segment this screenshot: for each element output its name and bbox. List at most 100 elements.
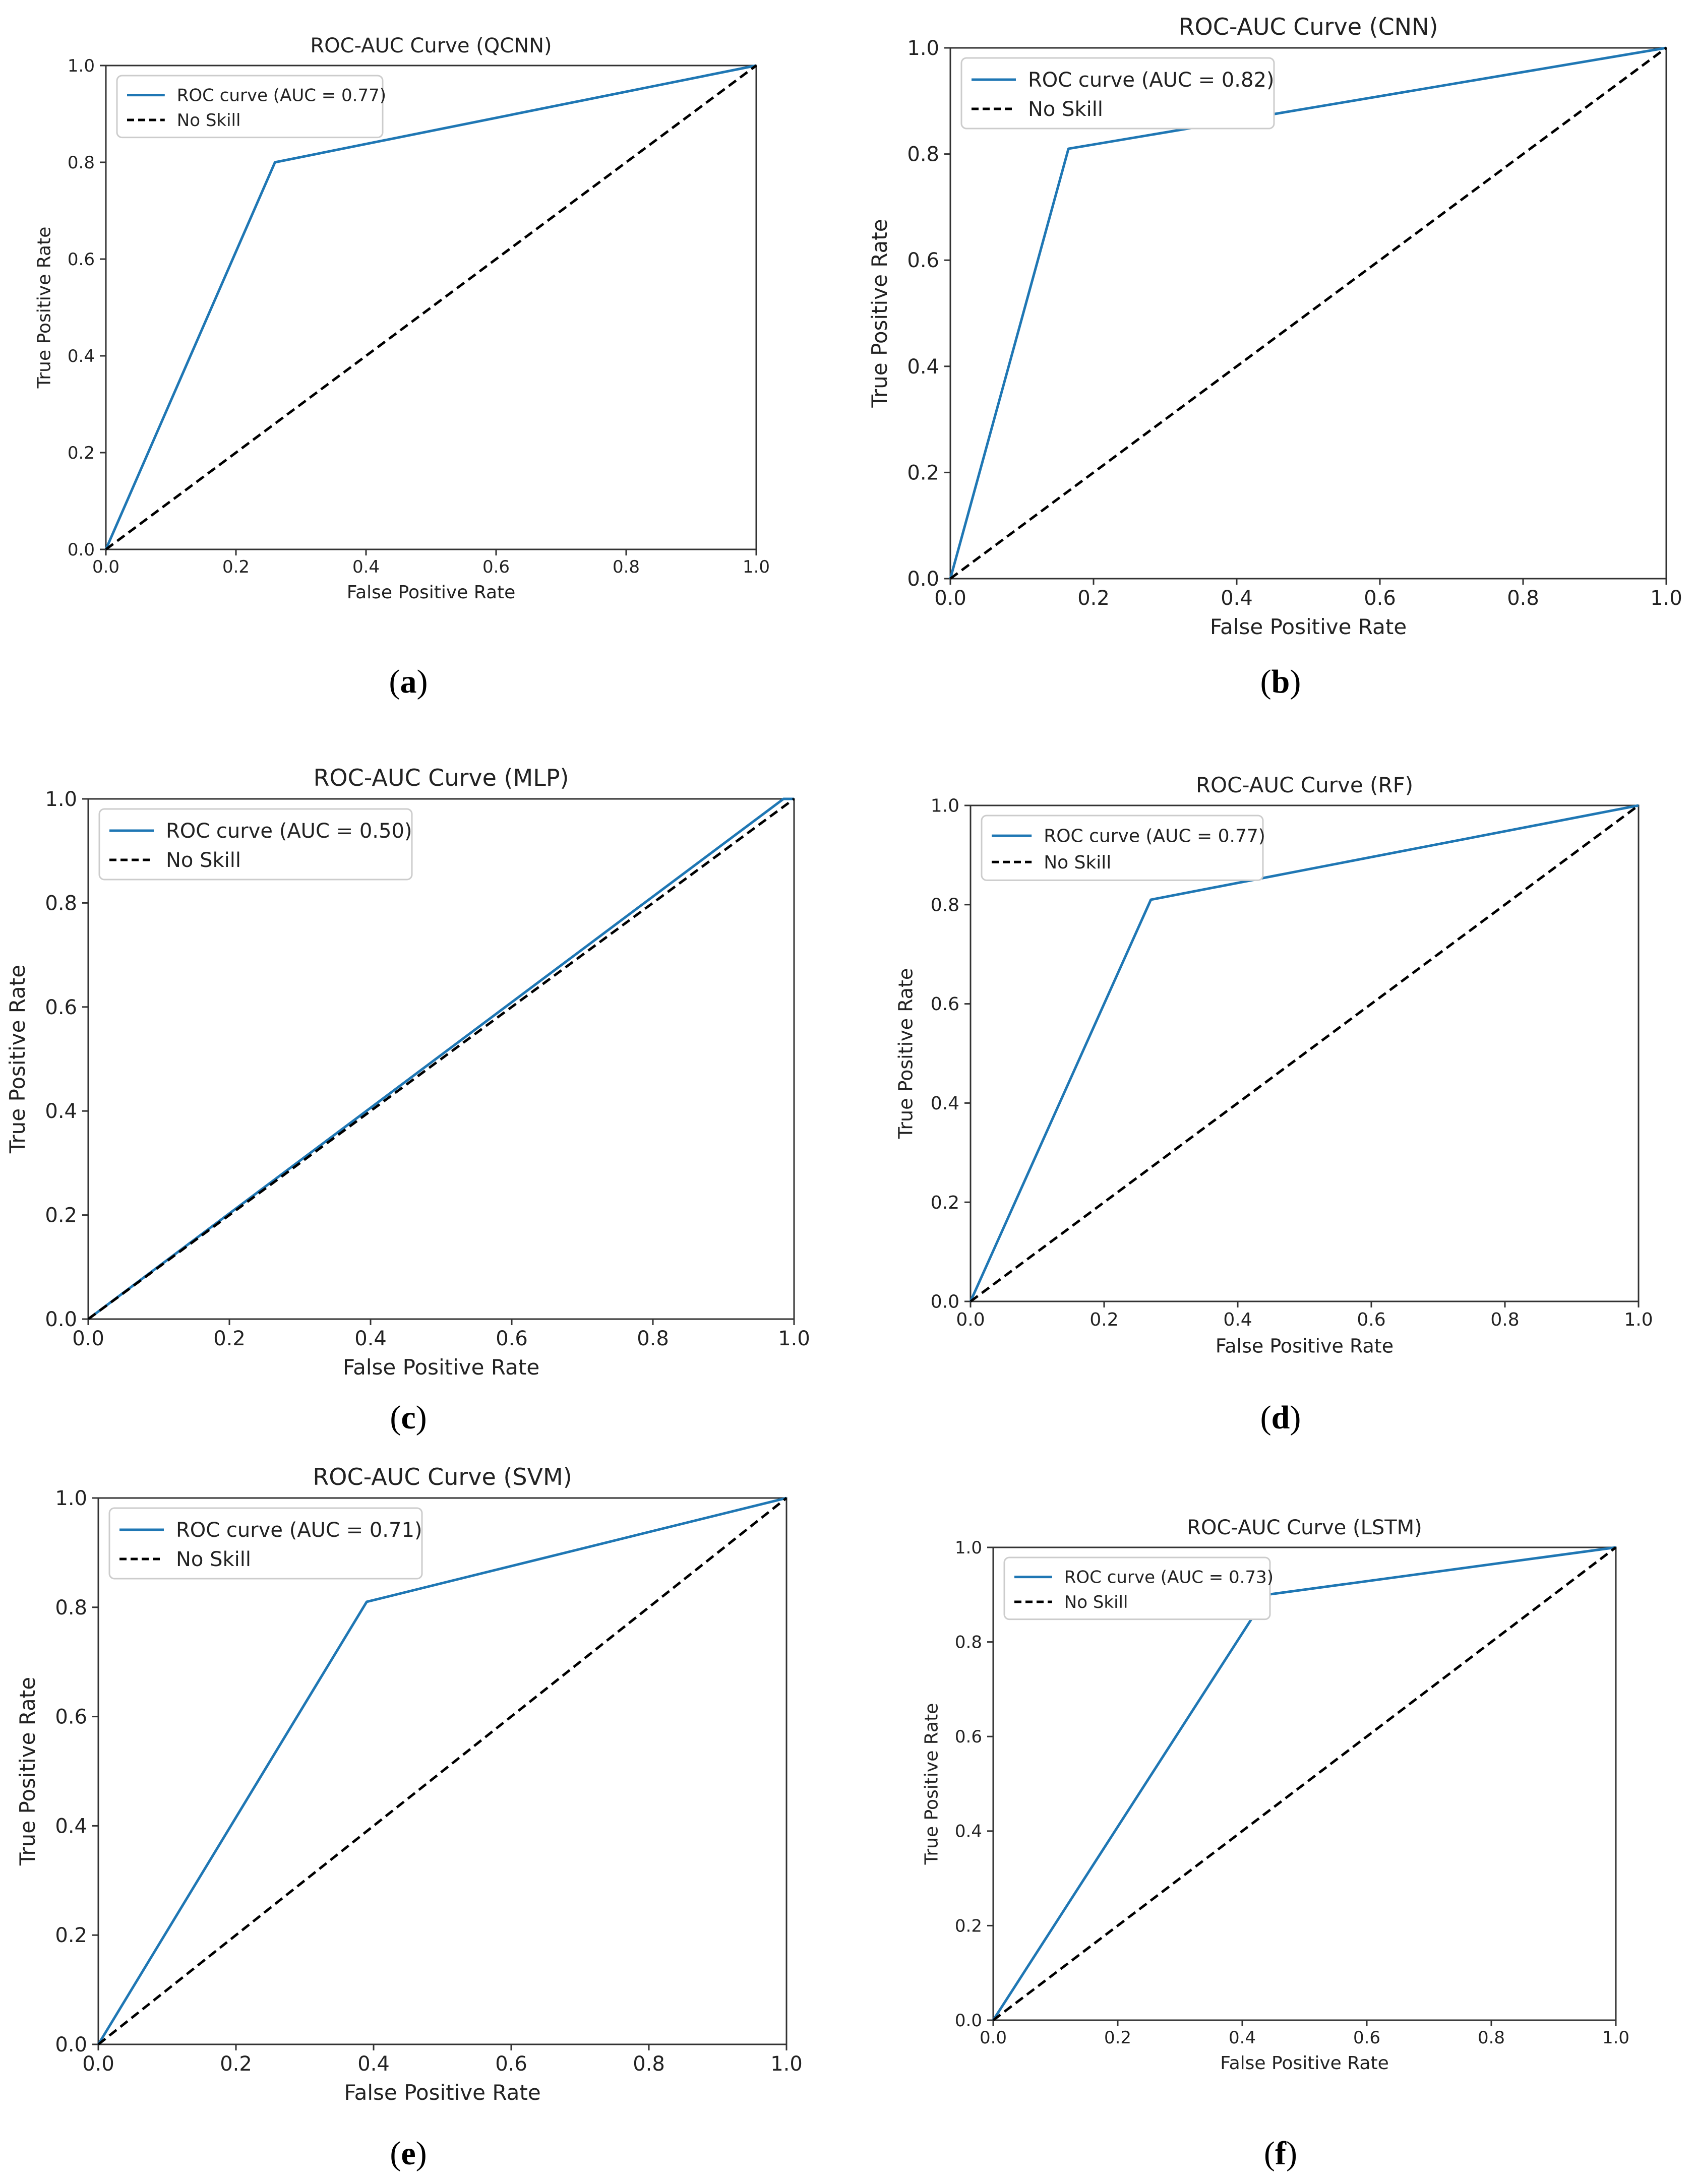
panel-caption-letter: d <box>1271 1399 1290 1436</box>
x-tick-label: 1.0 <box>770 2052 803 2076</box>
legend-entry: ROC curve (AUC = 0.82) <box>1028 69 1275 92</box>
y-tick-label: 0.4 <box>45 1100 77 1123</box>
y-tick-label: 0.4 <box>55 1815 87 1838</box>
y-axis-label: True Positive Rate <box>922 1703 942 1865</box>
y-tick-label: 0.0 <box>45 1308 77 1331</box>
legend-entry: No Skill <box>1064 1592 1128 1612</box>
y-tick-label: 0.0 <box>68 540 95 560</box>
roc-chart-c: ROC-AUC Curve (MLP) 0.0 0.2 0.4 0.6 0.8 1.0 0.0… <box>5 764 810 1380</box>
x-tick-label: 0.0 <box>92 557 119 577</box>
legend-box <box>981 815 1264 881</box>
y-tick-label: 1.0 <box>55 1487 87 1510</box>
y-tick-label: 0.0 <box>55 2033 87 2056</box>
x-tick-label: 1.0 <box>1602 2028 1629 2048</box>
y-tick-label: 1.0 <box>907 37 939 60</box>
x-tick-label: 0.4 <box>1229 2028 1256 2048</box>
x-tick-label: 0.0 <box>934 587 966 610</box>
x-tick-label: 0.8 <box>633 2052 665 2076</box>
x-tick-label: 0.6 <box>1364 587 1396 610</box>
y-tick-label: 0.2 <box>931 1193 959 1213</box>
chart-title: ROC-AUC Curve (MLP) <box>313 764 569 791</box>
roc-curve-line <box>87 797 794 1321</box>
roc-chart-f: ROC-AUC Curve (LSTM) 0.0 0.2 0.4 0.6 0.8 1.0 0.… <box>922 1516 1629 2074</box>
x-tick-label: 0.0 <box>72 1327 104 1350</box>
chart-title: ROC-AUC Curve (LSTM) <box>1187 1516 1422 1539</box>
y-tick-label: 0.6 <box>907 249 939 272</box>
legend-entry: No Skill <box>176 1548 251 1571</box>
x-tick-label: 0.6 <box>496 1327 528 1350</box>
legend-box <box>98 808 413 881</box>
y-tick-label: 0.4 <box>931 1093 959 1114</box>
chart-title: ROC-AUC Curve (RF) <box>1196 773 1413 797</box>
legend-entry: ROC curve (AUC = 0.73) <box>1064 1568 1274 1588</box>
x-axis-label: False Positive Rate <box>1210 614 1407 639</box>
x-tick-label: 0.6 <box>482 557 510 577</box>
y-tick-label: 0.8 <box>45 892 77 915</box>
x-tick-label: 0.2 <box>220 2052 252 2076</box>
y-tick-label: 0.6 <box>45 996 77 1019</box>
x-tick-label: 0.0 <box>956 1309 985 1330</box>
legend-entry: ROC curve (AUC = 0.77) <box>177 86 386 106</box>
roc-curve-line <box>104 64 757 550</box>
no-skill-line <box>87 797 795 1321</box>
y-tick-label: 0.2 <box>55 1924 87 1947</box>
panel-caption: (c) <box>390 1399 427 1436</box>
panel-caption: (e) <box>390 2135 427 2172</box>
y-tick-label: 0.8 <box>907 143 939 166</box>
y-tick-label: 0.2 <box>955 1916 982 1936</box>
roc-curve-line <box>969 804 1639 1302</box>
chart-title: ROC-AUC Curve (CNN) <box>1179 13 1438 40</box>
roc-chart-e: ROC-AUC Curve (SVM) 0.0 0.2 0.4 0.6 0.8 1.0 0.0… <box>15 1463 803 2105</box>
x-tick-label: 0.8 <box>1490 1309 1519 1330</box>
y-tick-label: 1.0 <box>68 56 95 76</box>
x-tick-label: 0.8 <box>613 557 640 577</box>
x-tick-label: 1.0 <box>1650 587 1682 610</box>
y-tick-label: 1.0 <box>45 788 77 811</box>
y-axis-label: True Positive Rate <box>867 219 892 408</box>
x-tick-label: 0.4 <box>352 557 380 577</box>
y-tick-label: 0.8 <box>68 153 95 173</box>
x-tick-label: 0.2 <box>1077 587 1110 610</box>
chart-title: ROC-AUC Curve (QCNN) <box>310 34 552 57</box>
no-skill-line <box>992 1546 1617 2021</box>
y-tick-label: 0.0 <box>907 568 939 591</box>
legend-entry: ROC curve (AUC = 0.77) <box>1044 826 1265 847</box>
y-tick-label: 0.6 <box>955 1727 982 1747</box>
x-axis-label: False Positive Rate <box>344 2080 540 2105</box>
x-axis-label: False Positive Rate <box>343 1355 539 1380</box>
y-tick-label: 0.6 <box>55 1706 87 1729</box>
y-tick-label: 0.4 <box>907 355 939 379</box>
x-tick-label: 1.0 <box>1624 1309 1653 1330</box>
y-axis-label: True Positive Rate <box>34 227 55 389</box>
x-tick-label: 0.2 <box>1104 2028 1131 2048</box>
panel-caption-letter: e <box>401 2135 416 2172</box>
x-tick-label: 0.8 <box>1507 587 1539 610</box>
no-skill-line <box>949 46 1667 580</box>
panel-caption-letter: b <box>1271 663 1290 700</box>
x-tick-label: 0.2 <box>222 557 250 577</box>
x-axis-label: False Positive Rate <box>347 582 516 603</box>
y-tick-label: 1.0 <box>931 796 959 817</box>
x-tick-label: 0.8 <box>637 1327 669 1350</box>
x-tick-label: 1.0 <box>743 557 770 577</box>
no-skill-line <box>97 1497 788 2045</box>
x-tick-label: 1.0 <box>778 1327 810 1350</box>
panel-caption: (f) <box>1264 2135 1297 2172</box>
legend-entry: No Skill <box>1028 98 1103 121</box>
no-skill-line <box>105 64 757 551</box>
y-tick-label: 0.0 <box>955 2011 982 2031</box>
y-tick-label: 0.4 <box>955 1822 982 1842</box>
x-tick-label: 0.6 <box>1353 2028 1380 2048</box>
x-tick-label: 0.2 <box>213 1327 246 1350</box>
legend-box <box>1003 1556 1271 1620</box>
roc-chart-a: ROC-AUC Curve (QCNN) 0.0 0.2 0.4 0.6 0.8 1.0 0.… <box>34 34 770 603</box>
y-axis-label: True Positive Rate <box>894 968 917 1140</box>
y-tick-label: 0.2 <box>907 461 939 484</box>
panel-caption: (d) <box>1260 1399 1301 1436</box>
x-tick-label: 0.6 <box>495 2052 527 2076</box>
x-tick-label: 0.6 <box>1357 1309 1385 1330</box>
y-tick-label: 0.2 <box>68 443 95 463</box>
y-tick-label: 0.4 <box>68 346 95 366</box>
